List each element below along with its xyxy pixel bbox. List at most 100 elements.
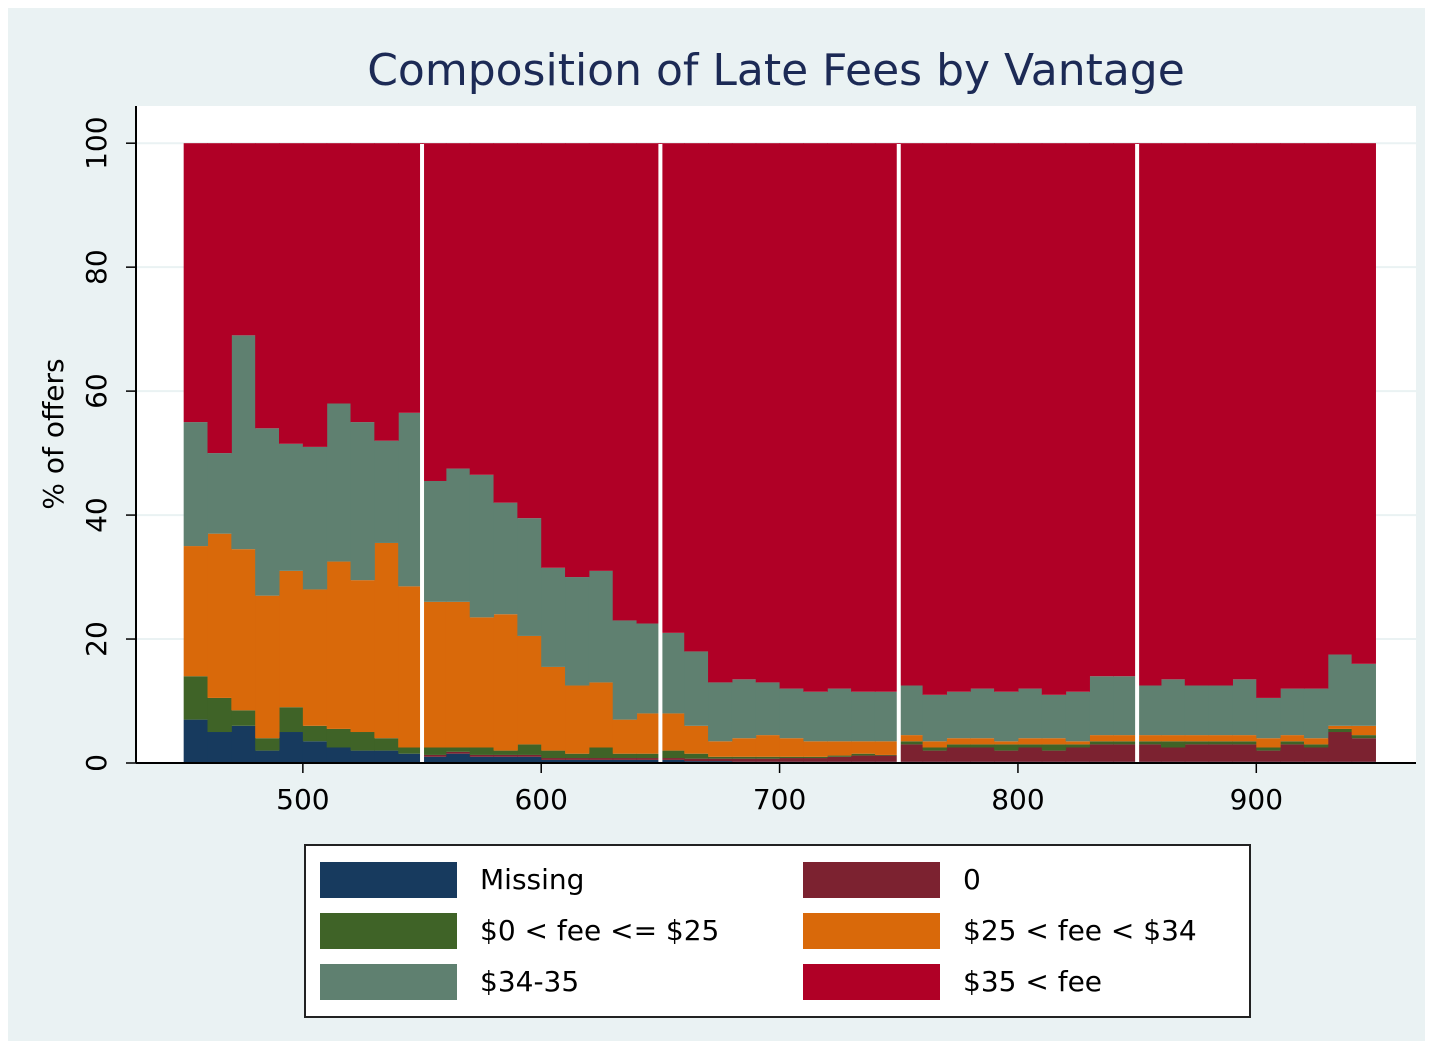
bar-segment — [660, 713, 685, 751]
bar-segment — [422, 601, 447, 748]
bar-segment — [326, 403, 352, 562]
bar-segment — [946, 143, 971, 692]
bar-segment — [1303, 688, 1329, 739]
bar-segment — [207, 533, 232, 698]
bar-segment — [517, 756, 542, 763]
bar-segment — [803, 756, 828, 759]
bar-segment — [183, 143, 209, 423]
bar-segment — [302, 589, 328, 726]
bar-segment — [445, 753, 471, 763]
bar-segment — [1208, 143, 1233, 686]
bar-segment — [851, 755, 876, 762]
bar-segment — [1041, 744, 1067, 751]
bar-segment — [970, 143, 995, 689]
bar-segment — [1041, 143, 1067, 695]
legend-swatch — [320, 913, 457, 949]
legend-swatch — [803, 862, 940, 898]
legend-swatch — [803, 964, 940, 1000]
bar-segment — [231, 143, 256, 336]
bar-segment — [183, 676, 209, 720]
bar-segment — [1327, 725, 1353, 729]
bar-segment — [398, 412, 423, 587]
bar-segment — [302, 446, 328, 590]
bar-segment — [755, 756, 781, 759]
bar-segment — [660, 759, 685, 763]
bar-segment — [851, 753, 876, 756]
bar-segment — [779, 143, 804, 689]
bar-segment — [565, 758, 590, 760]
bar-segment — [588, 758, 614, 760]
legend-label: $25 < fee < $34 — [963, 914, 1197, 947]
bar-segment — [946, 744, 971, 748]
bar-segment — [1017, 747, 1043, 762]
bar-segment — [588, 570, 614, 683]
bar-segment — [994, 691, 1019, 742]
bar-segment — [922, 750, 947, 762]
bar-segment — [1184, 685, 1210, 736]
bar-segment — [326, 728, 352, 748]
bar-segment — [1351, 735, 1376, 739]
bar-segment — [684, 143, 709, 652]
bar-segment — [636, 759, 661, 763]
bar-segment — [1160, 143, 1186, 680]
bar-segment — [493, 143, 518, 503]
bar-segment — [1113, 744, 1138, 762]
bar-segment — [1113, 676, 1138, 736]
bar-segment — [1089, 744, 1114, 762]
bar-segment — [231, 710, 256, 726]
y-tick-label: 40 — [80, 497, 113, 533]
bar-segment — [898, 143, 924, 686]
bar-segment — [922, 694, 947, 742]
bar-segment — [255, 428, 280, 596]
bar-segment — [398, 753, 423, 763]
bar-segment — [1160, 747, 1186, 762]
bar-segment — [684, 725, 709, 754]
bar-segment — [922, 143, 947, 695]
bar-segment — [279, 732, 304, 763]
bar-segment — [708, 758, 733, 762]
bar-segment — [755, 682, 781, 736]
bar-segment — [874, 741, 900, 755]
bar-segment — [469, 617, 495, 748]
bar-segment — [708, 682, 733, 742]
bar-segment — [803, 691, 828, 742]
bar-segment — [398, 586, 423, 748]
bar-segment — [970, 744, 995, 748]
bar-segment — [374, 143, 399, 441]
bar-segment — [1351, 663, 1376, 726]
bar-segment — [279, 570, 304, 708]
bar-segment — [898, 744, 924, 762]
bar-segment — [422, 756, 447, 763]
bar-segment — [636, 143, 661, 624]
legend-label: 0 — [963, 863, 981, 896]
bar-segment — [779, 688, 804, 739]
bar-segment — [612, 759, 638, 763]
bar-segment — [469, 143, 495, 475]
bar-segment — [183, 422, 209, 547]
bar-segment — [1327, 728, 1353, 733]
bar-segment — [1089, 143, 1114, 677]
legend-swatch — [803, 913, 940, 949]
bar-segment — [541, 750, 566, 759]
y-tick-label: 80 — [80, 249, 113, 285]
bar-segment — [255, 750, 280, 763]
bar-segment — [207, 697, 232, 733]
bar-segment — [517, 518, 542, 636]
bar-segment — [1089, 735, 1114, 742]
bar-segment — [1065, 747, 1090, 762]
bar-segment — [1041, 738, 1067, 745]
legend-label: Missing — [480, 863, 584, 896]
bar-segment — [636, 713, 661, 754]
bar-segment — [541, 759, 566, 763]
bar-segment — [493, 756, 518, 763]
bar-segment — [1208, 735, 1233, 742]
bar-segment — [1327, 732, 1353, 762]
bar-segment — [1280, 744, 1305, 762]
bar-segment — [827, 688, 852, 742]
bar-segment — [755, 143, 781, 683]
bar-segment — [493, 754, 518, 757]
bar-segment — [946, 747, 971, 762]
bar-segment — [326, 747, 352, 763]
bar-segment — [1017, 143, 1043, 689]
bar-segment — [1208, 741, 1233, 745]
